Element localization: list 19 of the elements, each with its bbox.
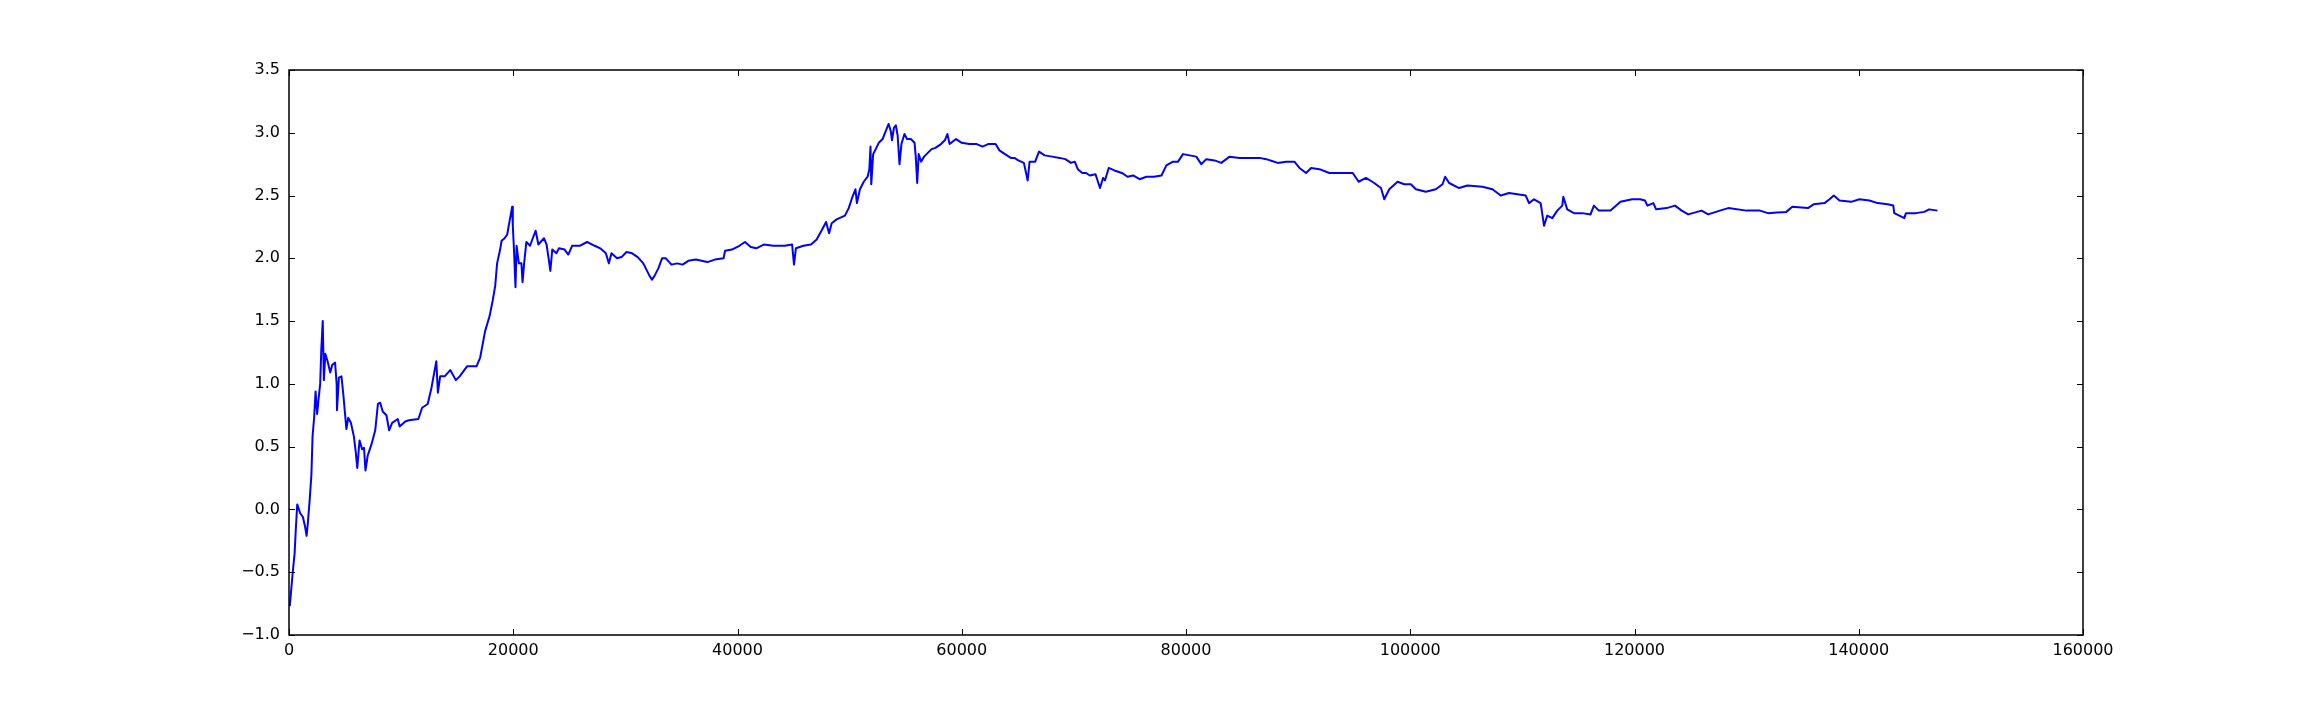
y-tick-label: 1.5 <box>254 310 280 330</box>
y-tick-label: 3.5 <box>254 59 280 79</box>
y-tick-label: 0.5 <box>254 435 280 455</box>
y-tick-label: 1.0 <box>254 373 280 393</box>
y-tick-label: 2.0 <box>254 247 280 267</box>
x-tick-label: 120000 <box>1603 639 1666 659</box>
x-tick-label: 40000 <box>712 639 763 659</box>
x-tick-label: 160000 <box>2052 639 2114 659</box>
x-tick-label: 140000 <box>1828 639 1890 659</box>
x-tick-label: 100000 <box>1379 639 1441 659</box>
y-tick-label: 2.5 <box>254 184 280 204</box>
y-tick-label: −0.5 <box>241 561 280 581</box>
y-tick-label: 3.0 <box>254 121 280 141</box>
y-tick-label: −1.0 <box>241 624 280 644</box>
x-tick-label: 20000 <box>487 639 539 659</box>
y-tick-label: 0.0 <box>254 498 280 518</box>
x-tick-label: 0 <box>283 639 295 659</box>
x-tick-label: 80000 <box>1160 639 1212 659</box>
x-tick-label: 60000 <box>936 639 988 659</box>
